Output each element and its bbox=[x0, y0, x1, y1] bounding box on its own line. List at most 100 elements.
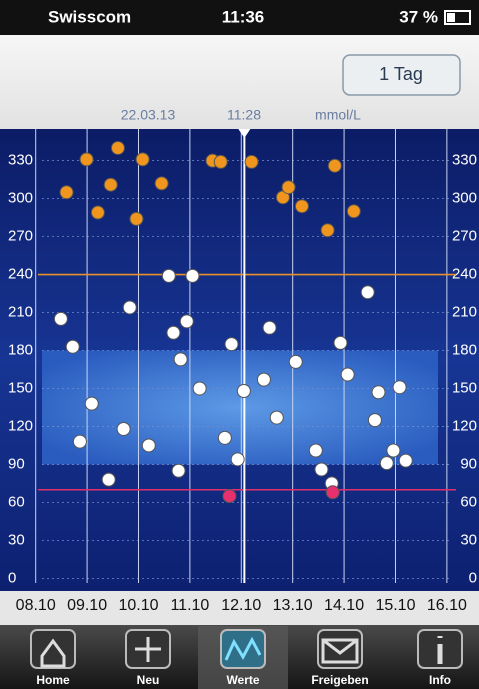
data-point bbox=[123, 301, 136, 314]
data-point bbox=[321, 224, 334, 237]
tab-label[interactable]: Home bbox=[36, 673, 70, 687]
y-tick-label-right: 180 bbox=[452, 341, 477, 358]
range-button-label[interactable]: 1 Tag bbox=[379, 64, 423, 84]
data-point bbox=[372, 386, 385, 399]
battery-level bbox=[447, 13, 455, 22]
y-tick-label-right: 270 bbox=[452, 228, 477, 245]
data-point bbox=[66, 340, 79, 353]
data-point bbox=[167, 326, 180, 339]
y-tick-label: 30 bbox=[8, 531, 25, 548]
y-tick-label-right: 90 bbox=[460, 455, 477, 472]
x-tick-label: 13.10 bbox=[273, 597, 313, 614]
data-point bbox=[218, 431, 231, 444]
y-tick-label-right: 30 bbox=[460, 531, 477, 548]
x-tick-label: 12.10 bbox=[221, 597, 261, 614]
x-tick-label: 08.10 bbox=[16, 597, 56, 614]
data-point bbox=[328, 159, 341, 172]
y-tick-label: 120 bbox=[8, 417, 33, 434]
data-point bbox=[387, 444, 400, 457]
data-point bbox=[347, 205, 360, 218]
data-point bbox=[257, 373, 270, 386]
clock: 11:36 bbox=[222, 7, 265, 26]
page: {"status_bar": {"carrier": "Swisscom", "… bbox=[0, 0, 479, 689]
data-point bbox=[91, 206, 104, 219]
data-point bbox=[186, 269, 199, 282]
y-tick-label: 240 bbox=[8, 266, 33, 283]
x-tick-label: 15.10 bbox=[375, 597, 415, 614]
data-point bbox=[282, 181, 295, 194]
battery-text: 37 % bbox=[399, 7, 438, 26]
data-point bbox=[326, 486, 339, 499]
x-tick-label: 14.10 bbox=[324, 597, 364, 614]
data-point bbox=[295, 200, 308, 213]
data-point bbox=[231, 453, 244, 466]
data-point bbox=[60, 186, 73, 199]
y-tick-label: 180 bbox=[8, 341, 33, 358]
y-tick-label: 0 bbox=[8, 569, 16, 586]
data-point bbox=[54, 312, 67, 325]
y-tick-label: 90 bbox=[8, 455, 25, 472]
x-tick-label: 16.10 bbox=[427, 597, 467, 614]
y-tick-label-right: 210 bbox=[452, 304, 477, 321]
y-tick-label-right: 0 bbox=[469, 569, 477, 586]
tab-label[interactable]: Info bbox=[429, 673, 451, 687]
data-point bbox=[361, 286, 374, 299]
y-tick-label-right: 330 bbox=[452, 152, 477, 169]
data-point bbox=[334, 336, 347, 349]
y-tick-label-right: 300 bbox=[452, 190, 477, 207]
data-point bbox=[289, 355, 302, 368]
y-tick-label-right: 60 bbox=[460, 493, 477, 510]
data-point bbox=[85, 397, 98, 410]
data-point bbox=[399, 454, 412, 467]
data-point bbox=[368, 414, 381, 427]
data-point bbox=[174, 353, 187, 366]
data-point bbox=[380, 457, 393, 470]
data-point bbox=[73, 435, 86, 448]
data-point bbox=[263, 321, 276, 334]
y-tick-label: 330 bbox=[8, 152, 33, 169]
data-point bbox=[104, 178, 117, 191]
data-point bbox=[102, 473, 115, 486]
x-tick-label: 09.10 bbox=[67, 597, 107, 614]
data-point bbox=[315, 463, 328, 476]
data-point bbox=[193, 382, 206, 395]
data-point bbox=[237, 385, 250, 398]
data-point bbox=[245, 155, 258, 168]
y-tick-label-right: 120 bbox=[452, 417, 477, 434]
data-point bbox=[270, 411, 283, 424]
data-point bbox=[225, 338, 238, 351]
header-time: 11:28 bbox=[227, 107, 261, 123]
target-band bbox=[42, 351, 438, 465]
x-tick-label: 11.10 bbox=[170, 597, 209, 614]
data-point bbox=[130, 212, 143, 225]
tab-label[interactable]: Neu bbox=[137, 673, 160, 687]
data-point bbox=[162, 269, 175, 282]
data-point bbox=[223, 490, 236, 503]
y-tick-label: 270 bbox=[8, 228, 33, 245]
y-tick-label-right: 150 bbox=[452, 379, 477, 396]
data-point bbox=[309, 444, 322, 457]
data-point bbox=[142, 439, 155, 452]
data-point bbox=[341, 368, 354, 381]
screen: Swisscom 11:36 37 % 1 Tag 22.03.13 11:28… bbox=[0, 0, 479, 689]
data-point bbox=[111, 141, 124, 154]
tab-label[interactable]: Werte bbox=[226, 673, 259, 687]
data-point bbox=[136, 153, 149, 166]
header-unit: mmol/L bbox=[315, 107, 361, 123]
x-tick-label: 10.10 bbox=[118, 597, 158, 614]
tab-icon[interactable] bbox=[31, 630, 75, 668]
data-point bbox=[80, 153, 93, 166]
data-point bbox=[172, 464, 185, 477]
header-date: 22.03.13 bbox=[121, 107, 176, 123]
data-point bbox=[155, 177, 168, 190]
data-point bbox=[180, 315, 193, 328]
tab-label[interactable]: Freigeben bbox=[311, 673, 368, 687]
data-point bbox=[214, 155, 227, 168]
y-tick-label: 300 bbox=[8, 190, 33, 207]
y-tick-label: 60 bbox=[8, 493, 25, 510]
carrier: Swisscom bbox=[48, 7, 131, 26]
data-point bbox=[117, 422, 130, 435]
data-point bbox=[393, 381, 406, 394]
y-tick-label: 210 bbox=[8, 304, 33, 321]
y-tick-label: 150 bbox=[8, 379, 33, 396]
